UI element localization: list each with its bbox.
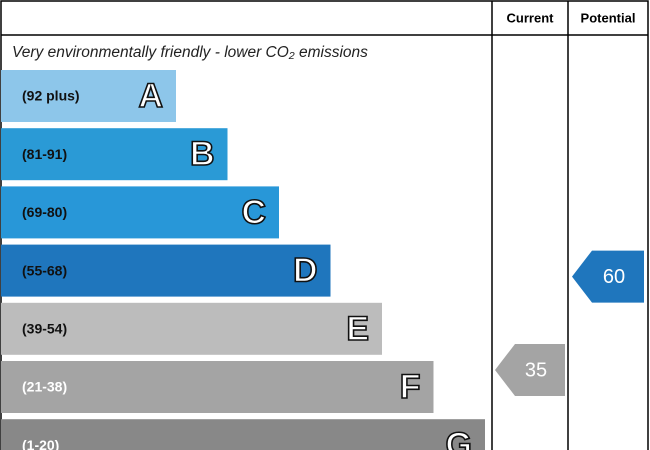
band-range: (69-80): [22, 204, 67, 220]
band-bar: [1, 186, 279, 239]
band-range: (39-54): [22, 321, 67, 337]
band-letter: C: [241, 193, 266, 231]
band-range: (81-91): [22, 146, 67, 162]
band-bar: [1, 128, 228, 181]
rating-arrow: [495, 344, 565, 396]
band-bar: [1, 244, 331, 297]
band-bar: [1, 302, 382, 355]
subtitle: Very environmentally friendly - lower CO…: [12, 44, 368, 61]
rating-arrow: [572, 250, 644, 303]
band-letter: A: [138, 77, 163, 115]
band-range: (21-38): [22, 379, 67, 395]
rating-value: 60: [603, 266, 625, 288]
band-range: (1-20): [22, 437, 59, 450]
band-bar: [1, 70, 176, 122]
band-range: (92 plus): [22, 88, 80, 104]
band-letter: D: [293, 252, 318, 290]
potential-header: Potential: [581, 10, 636, 25]
band-range: (55-68): [22, 262, 67, 278]
band-bar: [1, 361, 434, 413]
rating-value: 35: [525, 359, 547, 381]
band-letter: G: [446, 426, 472, 450]
band-letter: F: [400, 368, 421, 406]
band-letter: B: [190, 135, 215, 173]
band-letter: E: [346, 310, 369, 348]
band-bar: [1, 419, 485, 450]
current-header: Current: [507, 10, 555, 25]
